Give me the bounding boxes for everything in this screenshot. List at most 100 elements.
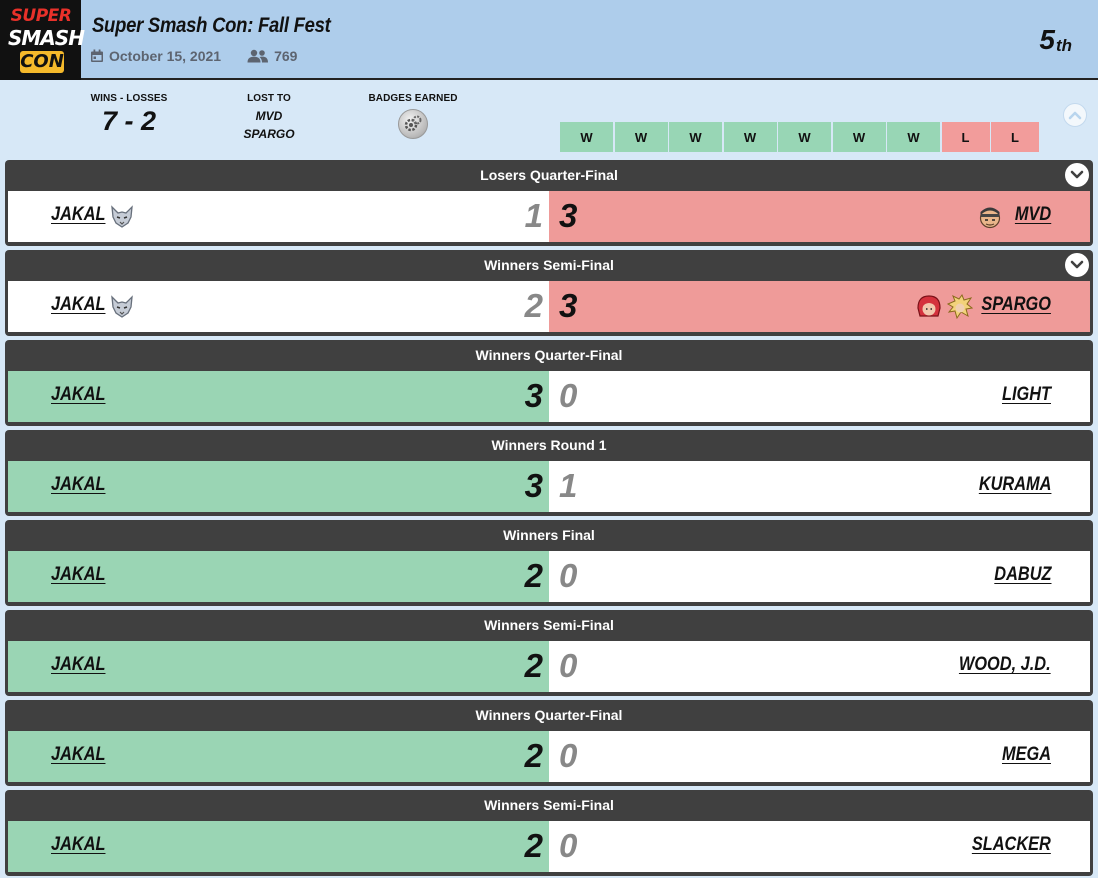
result-cell: W xyxy=(887,122,940,152)
pyra-icon xyxy=(917,295,941,317)
player-name[interactable]: JAKAL xyxy=(51,474,106,495)
set-card: Winners Round 1 JAKAL 3 1 KURAMA xyxy=(5,430,1093,516)
set-card: Winners Semi-Final JAKAL 2 0 SLACKER xyxy=(5,790,1093,876)
opponent-score: 0 xyxy=(559,557,578,594)
people-icon xyxy=(247,49,269,63)
opponent-name[interactable]: LIGHT xyxy=(1001,384,1051,405)
set-round: Winners Semi-Final xyxy=(484,617,614,633)
placement-number: 5 xyxy=(1039,24,1055,55)
player-score: 3 xyxy=(524,467,543,504)
opponent-name[interactable]: KURAMA xyxy=(978,474,1051,495)
result-cell: W xyxy=(723,122,777,152)
logo-line-3: CON xyxy=(20,51,64,73)
set-body: JAKAL 3 0 LIGHT xyxy=(8,371,1090,422)
set-card: Winners Semi-Final JAKAL 2 3 xyxy=(5,250,1093,336)
event-logo: SUPER SMASH CON xyxy=(0,0,85,80)
chevron-up-icon[interactable] xyxy=(1063,103,1087,127)
set-round: Winners Final xyxy=(503,527,595,543)
set-body: JAKAL 2 3 SPARGO xyxy=(8,281,1090,332)
opponent-name[interactable]: SPARGO xyxy=(981,294,1051,315)
cloud-icon xyxy=(947,294,973,320)
opponent-name[interactable]: MEGA xyxy=(1001,744,1051,765)
opponent-name[interactable]: WOOD, J.D. xyxy=(959,654,1051,675)
set-card: Winners Quarter-Final JAKAL 3 0 LIGHT xyxy=(5,340,1093,426)
player-name[interactable]: JAKAL xyxy=(51,834,106,855)
opponent-side: 0 MEGA xyxy=(549,731,1090,782)
set-card: Winners Quarter-Final JAKAL 2 0 MEGA xyxy=(5,700,1093,786)
player-name[interactable]: JAKAL xyxy=(51,294,106,315)
player-name[interactable]: JAKAL xyxy=(51,564,106,585)
record-stat: WINS - LOSSES 7 - 2 xyxy=(88,93,170,137)
logo-line-1: SUPER xyxy=(10,6,72,26)
set-body: JAKAL 2 0 MEGA xyxy=(8,731,1090,782)
player-score: 2 xyxy=(524,737,543,774)
badges-stat: BADGES EARNED xyxy=(368,93,458,139)
player-side: JAKAL 2 xyxy=(8,731,549,782)
badges-label: BADGES EARNED xyxy=(368,93,458,104)
player-name[interactable]: JAKAL xyxy=(51,384,106,405)
result-cell: W xyxy=(560,122,613,152)
result-cell: L xyxy=(941,122,990,152)
player-name[interactable]: JAKAL xyxy=(51,204,106,225)
result-cell: W xyxy=(832,122,886,152)
player-score: 2 xyxy=(524,287,543,324)
result-cell: L xyxy=(991,122,1039,152)
player-score: 2 xyxy=(524,557,543,594)
set-body: JAKAL 2 0 WOOD, J.D. xyxy=(8,641,1090,692)
set-round: Winners Semi-Final xyxy=(484,797,614,813)
set-round: Losers Quarter-Final xyxy=(480,167,618,183)
opponent-name[interactable]: SLACKER xyxy=(972,834,1051,855)
lost-to-label: LOST TO xyxy=(247,93,291,104)
opponent-score: 3 xyxy=(559,287,578,324)
set-card: Winners Semi-Final JAKAL 2 0 WOOD, J.D. xyxy=(5,610,1093,696)
player-score: 2 xyxy=(524,827,543,864)
set-body: JAKAL 2 0 DABUZ xyxy=(8,551,1090,602)
wolf-icon xyxy=(111,205,133,228)
lost-to-player[interactable]: MVD xyxy=(255,109,283,123)
lost-to-stat: LOST TO MVD SPARGO xyxy=(232,93,306,143)
result-cell: W xyxy=(778,122,831,152)
set-body: JAKAL 1 3 MVD xyxy=(8,191,1090,242)
opponent-side: 1 KURAMA xyxy=(549,461,1090,512)
snake-icon xyxy=(979,207,1001,229)
result-cell: W xyxy=(669,122,722,152)
player-side: JAKAL 2 xyxy=(8,641,549,692)
set-round: Winners Quarter-Final xyxy=(475,347,623,363)
player-side: JAKAL 3 xyxy=(8,371,549,422)
chevron-down-icon[interactable] xyxy=(1065,253,1089,277)
player-score: 1 xyxy=(524,197,543,234)
entrant-count: 769 xyxy=(274,48,298,64)
opponent-score: 0 xyxy=(559,827,578,864)
player-side: JAKAL 2 xyxy=(8,821,549,872)
player-side: JAKAL 2 xyxy=(8,281,549,332)
placement-suffix: th xyxy=(1055,36,1072,55)
opponent-score: 0 xyxy=(559,737,578,774)
opponent-score: 0 xyxy=(559,647,578,684)
set-body: JAKAL 2 0 SLACKER xyxy=(8,821,1090,872)
opponent-score: 3 xyxy=(559,197,578,234)
opponent-name[interactable]: MVD xyxy=(1014,204,1051,225)
set-body: JAKAL 3 1 KURAMA xyxy=(8,461,1090,512)
set-card: Winners Final JAKAL 2 0 DABUZ xyxy=(5,520,1093,606)
opponent-score: 0 xyxy=(559,377,578,414)
opponent-side: 0 LIGHT xyxy=(549,371,1090,422)
opponent-side: 3 MVD xyxy=(549,191,1090,242)
set-round: Winners Semi-Final xyxy=(484,257,614,273)
result-cell: W xyxy=(614,122,668,152)
lost-to-player[interactable]: SPARGO xyxy=(243,127,295,141)
opponent-name[interactable]: DABUZ xyxy=(993,564,1051,585)
event-meta: October 15, 2021 769 xyxy=(90,47,297,65)
opponent-score: 1 xyxy=(559,467,578,504)
calendar-icon xyxy=(91,49,103,62)
event-header: SUPER SMASH CON Super Smash Con: Fall Fe… xyxy=(0,0,1098,80)
event-date: October 15, 2021 xyxy=(109,48,222,64)
event-title[interactable]: Super Smash Con: Fall Fest xyxy=(92,14,331,37)
logo-line-2: SMASH xyxy=(8,26,85,50)
chevron-down-icon[interactable] xyxy=(1065,163,1089,187)
gear-badge-icon[interactable] xyxy=(398,109,428,139)
player-name[interactable]: JAKAL xyxy=(51,744,106,765)
player-side: JAKAL 3 xyxy=(8,461,549,512)
wolf-icon xyxy=(111,295,133,318)
player-side: JAKAL 1 xyxy=(8,191,549,242)
player-name[interactable]: JAKAL xyxy=(51,654,106,675)
